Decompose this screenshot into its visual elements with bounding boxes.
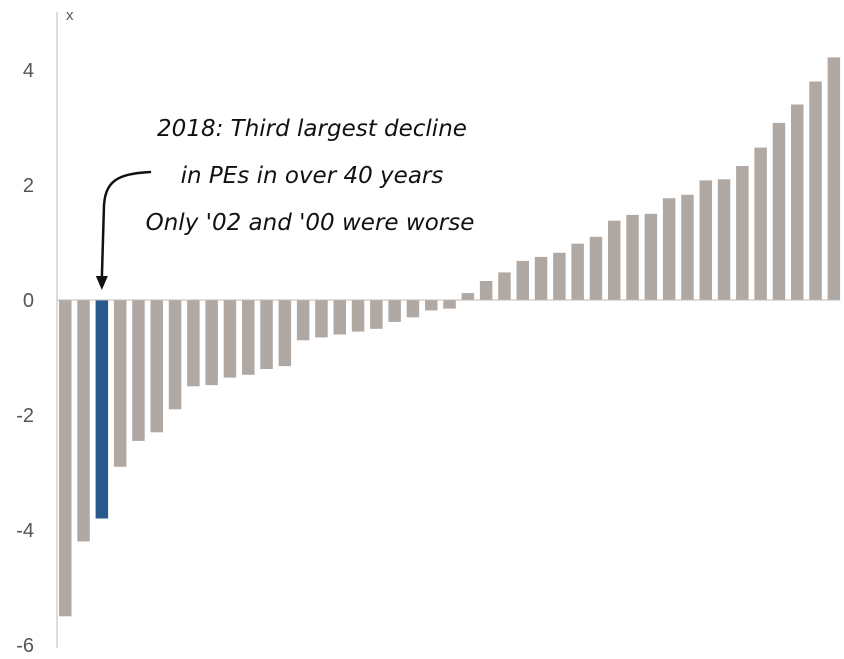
bar [187, 300, 200, 387]
bar [77, 300, 90, 542]
bar [425, 300, 438, 311]
annotation-arrow [100, 170, 152, 280]
y-tick-label: 2 [23, 175, 34, 197]
bar [150, 300, 163, 433]
bar [443, 300, 456, 309]
bar [370, 300, 383, 329]
bar [589, 236, 603, 301]
bar [809, 81, 822, 300]
y-tick-label: -4 [16, 520, 34, 542]
y-tick-label: 4 [23, 60, 34, 82]
bar [498, 272, 511, 300]
y-tick-labels: 4 2 0 -2 -4 -6 [16, 60, 34, 657]
y-tick-label: 0 [23, 290, 34, 312]
bar [242, 300, 255, 375]
bar [113, 300, 127, 467]
bar [333, 300, 346, 335]
bar [699, 180, 712, 300]
bar [681, 194, 694, 300]
y-tick-label: -2 [16, 405, 34, 427]
bar [534, 256, 548, 300]
bar [644, 213, 658, 301]
annotation-callout: 2018: Third largest decline in PEs in ov… [95, 116, 475, 290]
bar [278, 300, 292, 367]
bar [168, 300, 182, 410]
bar [59, 300, 72, 617]
bar-series [59, 57, 841, 617]
bar [772, 122, 786, 301]
annotation-line-1: 2018: Third largest decline [157, 116, 467, 142]
bar [351, 300, 365, 332]
bar [223, 300, 237, 378]
bar [296, 300, 310, 341]
bar [827, 57, 841, 301]
annotation-line-3: Only '02 and '00 were worse [146, 210, 475, 236]
bar-highlight-2018 [95, 300, 109, 519]
bar [388, 300, 401, 322]
y-tick-label: -6 [16, 635, 34, 657]
bar [132, 300, 145, 441]
bar [479, 281, 493, 300]
y-unit-label: x [66, 7, 74, 24]
bar [406, 300, 420, 318]
bar [571, 243, 584, 300]
bar [553, 252, 566, 300]
bar [516, 260, 529, 300]
annotation-line-2: in PEs in over 40 years [181, 163, 444, 189]
bar [608, 220, 621, 300]
annotation-arrowhead [95, 276, 108, 290]
bar [791, 104, 804, 300]
bar [662, 198, 676, 300]
bar [260, 300, 273, 369]
bar [754, 147, 767, 300]
bar [315, 300, 328, 338]
bar [461, 293, 475, 300]
bar [626, 214, 639, 300]
bar [205, 300, 218, 386]
bar [717, 179, 731, 301]
bar [736, 166, 749, 300]
